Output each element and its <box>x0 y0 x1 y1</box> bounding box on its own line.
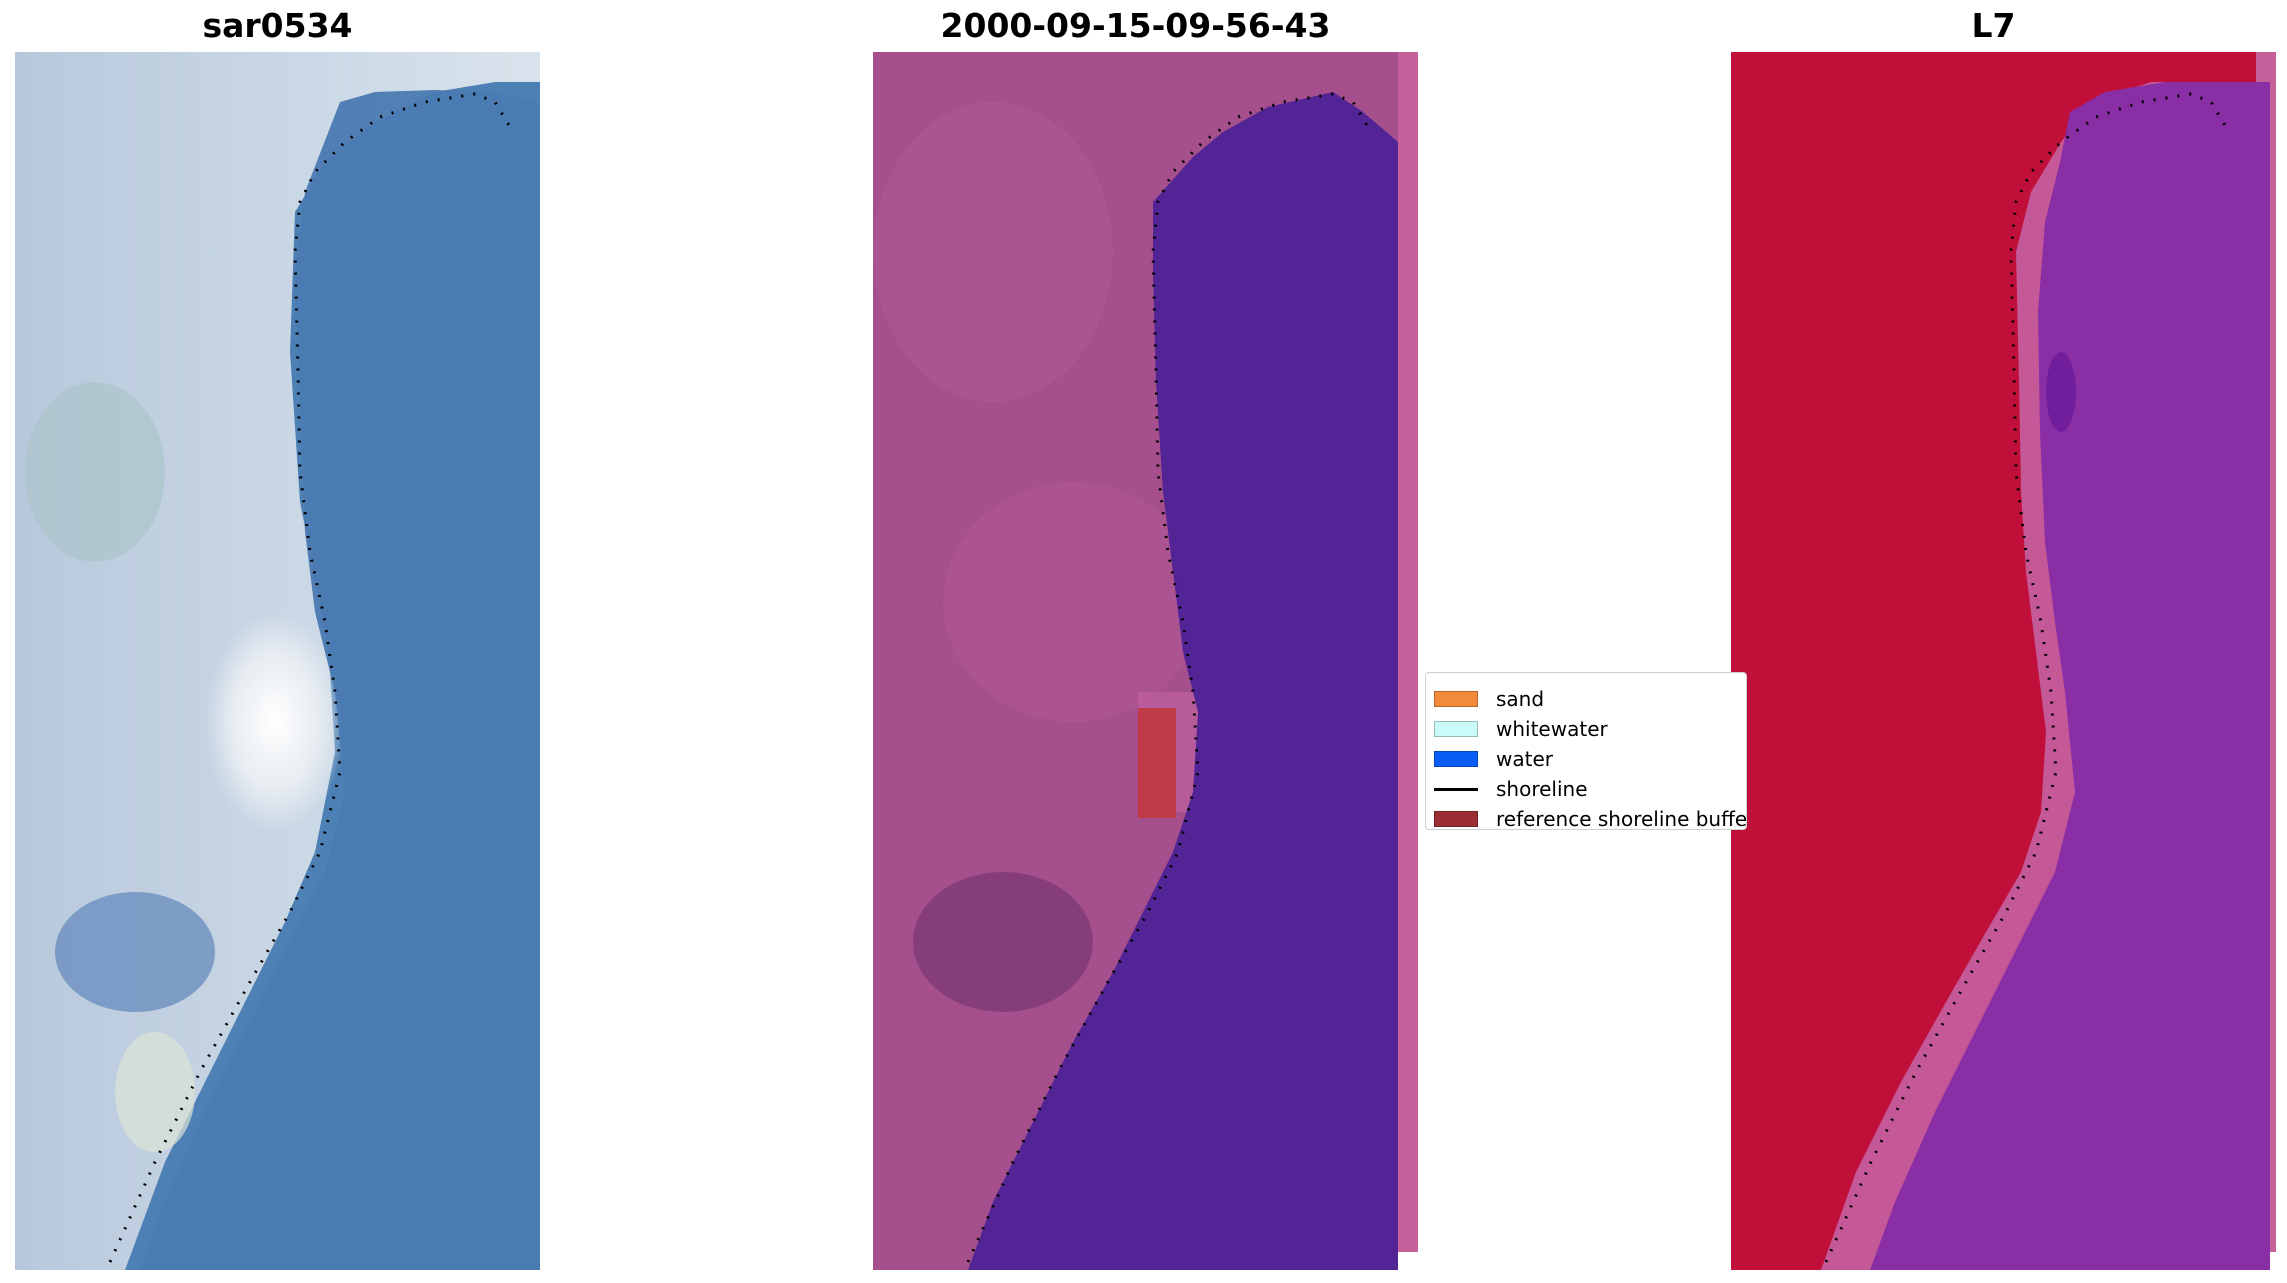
legend: sand whitewater water shoreline referenc… <box>1425 672 1747 830</box>
rgb-satellite-image <box>15 52 540 1270</box>
sand-swatch <box>1434 691 1478 707</box>
legend-item-sand: sand <box>1434 687 1544 711</box>
panel-title-rgb: sar0534 <box>202 6 353 45</box>
reference-buffer-swatch <box>1434 811 1478 827</box>
legend-label-whitewater: whitewater <box>1496 717 1608 741</box>
l7-index-image <box>1731 52 2276 1270</box>
legend-label-sand: sand <box>1496 687 1545 711</box>
legend-item-reference-buffer: reference shoreline buffer <box>1434 807 1747 830</box>
panel-title-index: L7 <box>1971 6 2016 45</box>
shoreline-swatch <box>1434 787 1478 791</box>
legend-item-water: water <box>1434 747 1553 771</box>
water-swatch <box>1434 751 1478 767</box>
index-image-panel <box>1731 52 2276 1270</box>
classified-satellite-image <box>873 52 1418 1270</box>
classified-image-panel <box>873 52 1418 1270</box>
legend-item-whitewater: whitewater <box>1434 717 1608 741</box>
legend-item-shoreline: shoreline <box>1434 777 1588 801</box>
legend-label-shoreline: shoreline <box>1496 777 1588 801</box>
rgb-image-panel <box>15 52 540 1270</box>
panel-title-classified: 2000-09-15-09-56-43 <box>940 6 1331 45</box>
legend-label-reference-buffer: reference shoreline buffer <box>1496 807 1747 830</box>
legend-label-water: water <box>1496 747 1553 771</box>
whitewater-swatch <box>1434 721 1478 737</box>
